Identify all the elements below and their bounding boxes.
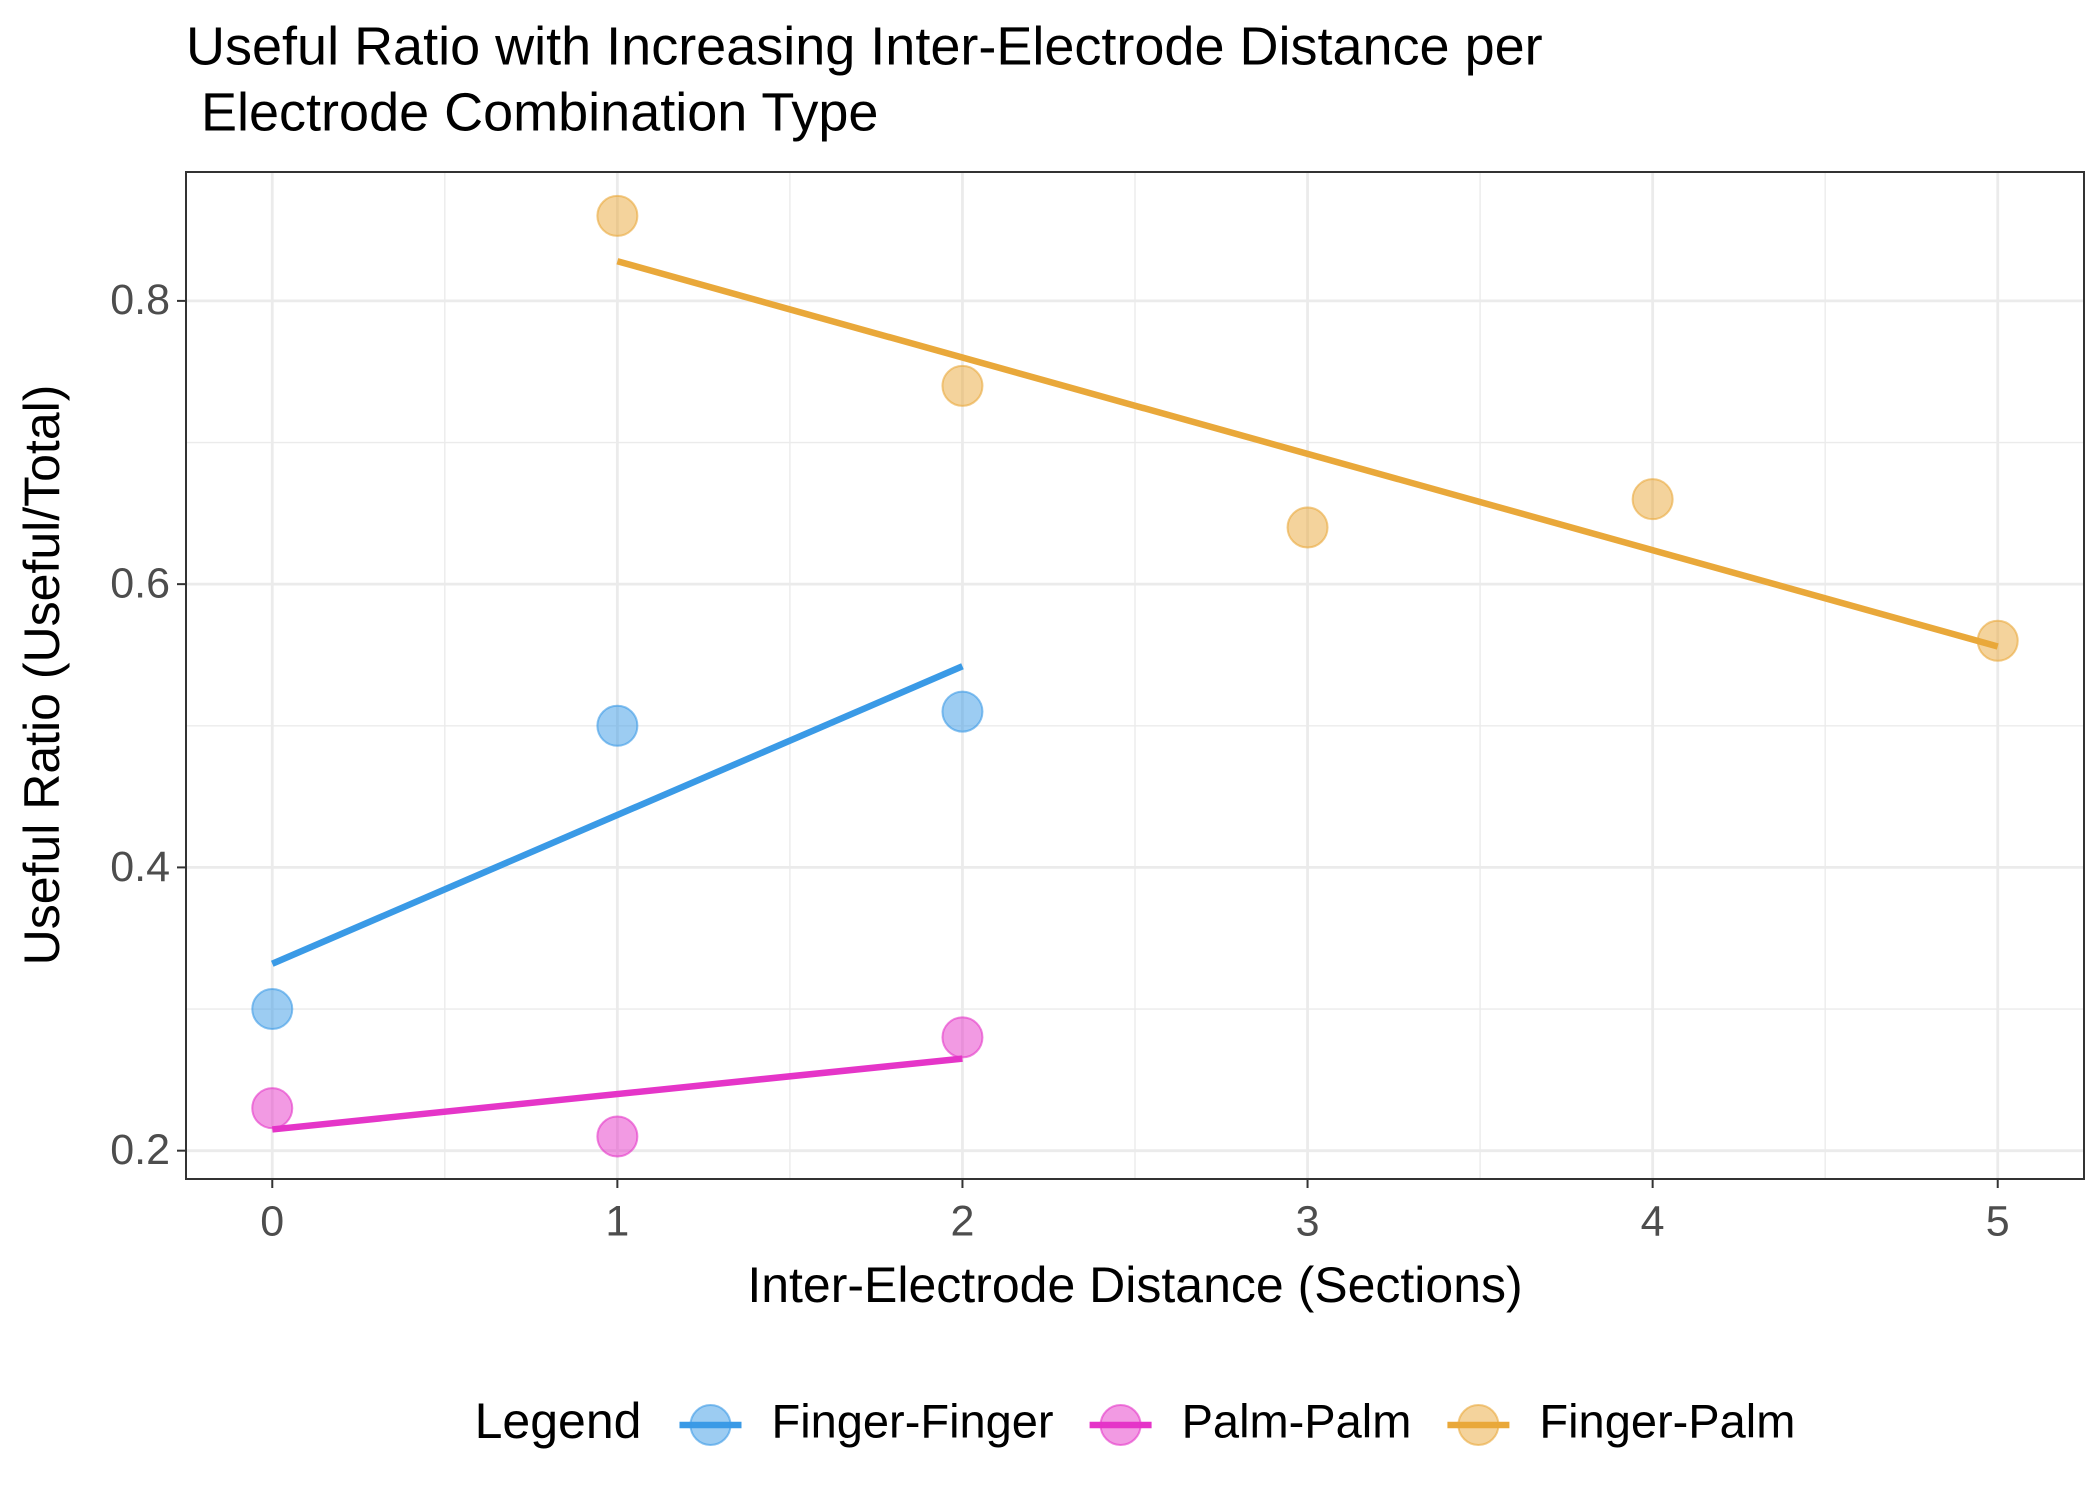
point <box>941 690 984 733</box>
legend-key-point <box>689 1404 732 1446</box>
point <box>941 364 984 407</box>
panel-border <box>185 171 2085 1180</box>
legend-key-point <box>1457 1404 1500 1446</box>
point <box>1976 619 2019 662</box>
y-tick-label: 0.4 <box>110 843 170 891</box>
point <box>596 1115 639 1158</box>
y-axis-title: Useful Ratio (Useful/Total) <box>14 385 70 966</box>
fit-line <box>270 663 964 967</box>
legend-key-point <box>1099 1404 1142 1446</box>
legend-label: Finger-Palm <box>1539 1394 1795 1447</box>
y-tick-label: 0.2 <box>110 1126 170 1174</box>
point <box>1286 506 1329 549</box>
legend-label: Finger-Finger <box>771 1394 1053 1447</box>
fit-line <box>271 1055 963 1133</box>
fit-line <box>616 258 1999 650</box>
legend-title: Legend <box>475 1393 642 1449</box>
x-tick-label: 5 <box>1986 1197 2010 1245</box>
y-tick-label: 0.8 <box>110 276 170 324</box>
point <box>1631 478 1674 521</box>
point <box>251 988 294 1031</box>
chart-title: Electrode Combination Type <box>186 82 878 142</box>
point <box>596 194 639 237</box>
x-tick-label: 3 <box>1296 1197 1320 1245</box>
x-tick-label: 2 <box>950 1197 974 1245</box>
x-tick-label: 1 <box>605 1197 629 1245</box>
y-tick-label: 0.6 <box>110 560 170 608</box>
point <box>596 704 639 747</box>
point <box>251 1087 294 1130</box>
point <box>941 1016 984 1059</box>
x-axis-title: Inter-Electrode Distance (Sections) <box>747 1257 1522 1313</box>
x-tick-label: 0 <box>260 1197 284 1245</box>
chart-title: Useful Ratio with Increasing Inter-Elect… <box>186 16 1543 76</box>
x-tick-label: 4 <box>1641 1197 1665 1245</box>
legend-label: Palm-Palm <box>1182 1394 1412 1447</box>
